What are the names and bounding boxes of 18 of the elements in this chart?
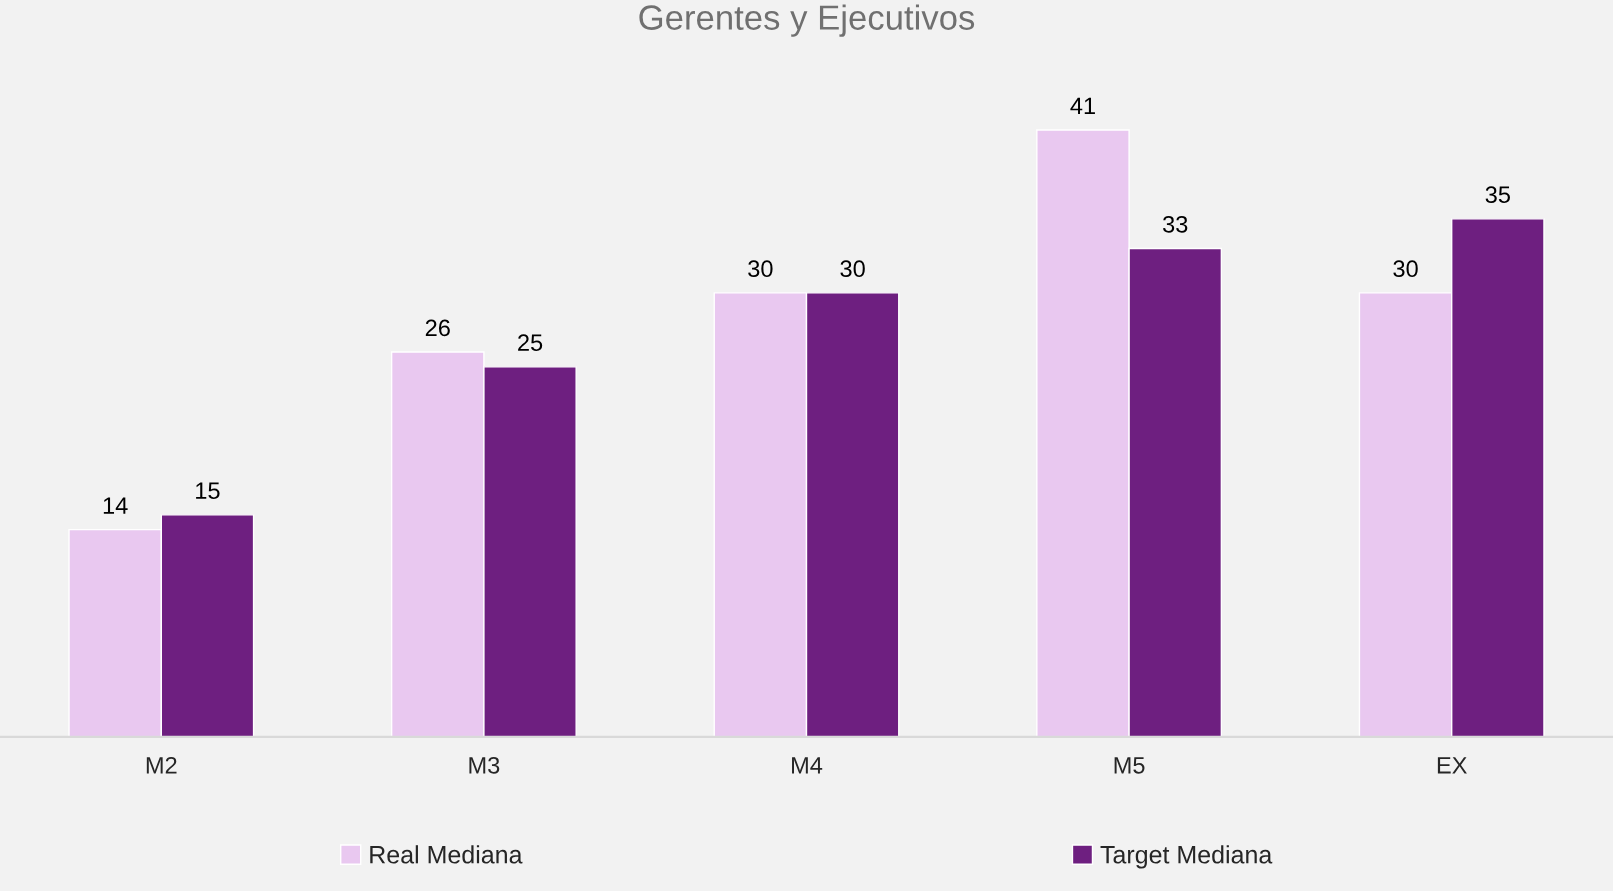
data-label: 35 (1485, 186, 1510, 204)
x-tick-label: M4 (792, 757, 823, 774)
legend-label: Real Mediana (370, 845, 523, 864)
data-label: 30 (840, 260, 865, 278)
data-label: 41 (1070, 97, 1095, 115)
data-label: 25 (518, 334, 543, 352)
x-tick-label: M2 (146, 756, 177, 774)
data-label: 33 (1163, 215, 1188, 233)
data-label: 30 (748, 260, 773, 278)
data-label: 26 (425, 319, 450, 337)
data-label: 30 (1393, 260, 1418, 278)
legend-label: Target Mediana (1100, 845, 1273, 869)
data-label: 14 (103, 497, 128, 514)
x-tick-label: M3 (469, 756, 500, 774)
chart-title: Gerentes y Ejecutivos (639, 4, 975, 37)
data-label: 15 (196, 482, 220, 500)
x-tick-label: EX (1437, 757, 1467, 774)
x-tick-label: M5 (1114, 757, 1145, 774)
